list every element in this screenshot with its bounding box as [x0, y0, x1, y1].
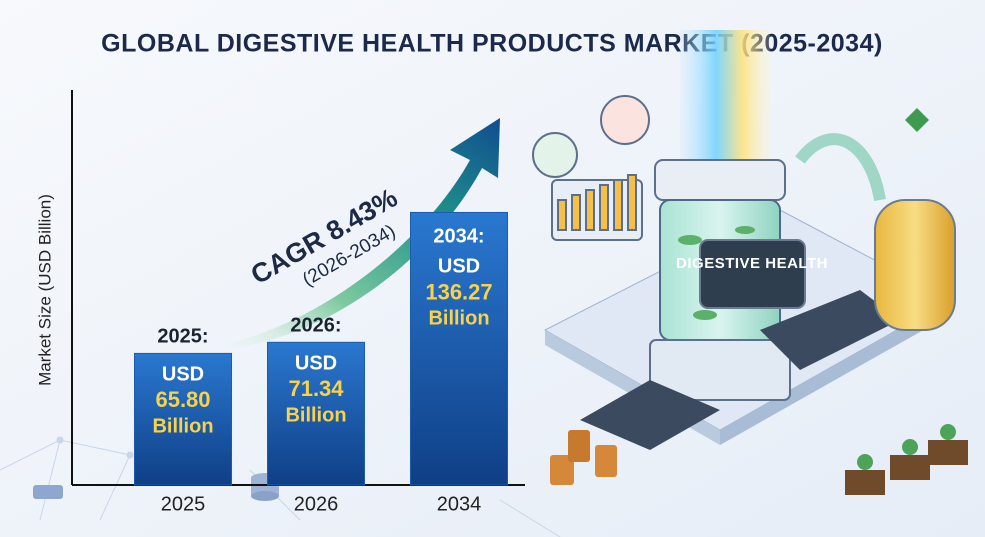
- currency-label: USD: [295, 353, 337, 375]
- currency-label: USD: [438, 256, 480, 278]
- bar: [410, 211, 508, 486]
- currency-label: USD: [162, 364, 204, 386]
- illustration-label: DIGESTIVE HEALTH: [676, 255, 828, 272]
- value-label: 136.27: [425, 279, 492, 304]
- unit-label: Billion: [152, 416, 213, 438]
- x-tick-label: 2025: [161, 493, 206, 515]
- value-label: 65.80: [155, 387, 210, 412]
- network-lines: [0, 436, 561, 537]
- year-label: 2026:: [290, 315, 341, 337]
- x-tick-label: 2026: [294, 493, 339, 515]
- year-label: 2025:: [157, 326, 208, 348]
- y-axis-label: Market Size (USD Billion): [35, 194, 54, 386]
- bar: [134, 352, 232, 486]
- x-tick-label: 2034: [437, 493, 482, 515]
- unit-label: Billion: [428, 308, 489, 330]
- year-label: 2034:: [433, 226, 484, 248]
- unit-label: Billion: [285, 405, 346, 427]
- bar: [267, 341, 365, 486]
- value-label: 71.34: [288, 376, 344, 401]
- illustration: DIGESTIVE HEALTH: [532, 30, 968, 495]
- growth-arrow: [190, 118, 500, 351]
